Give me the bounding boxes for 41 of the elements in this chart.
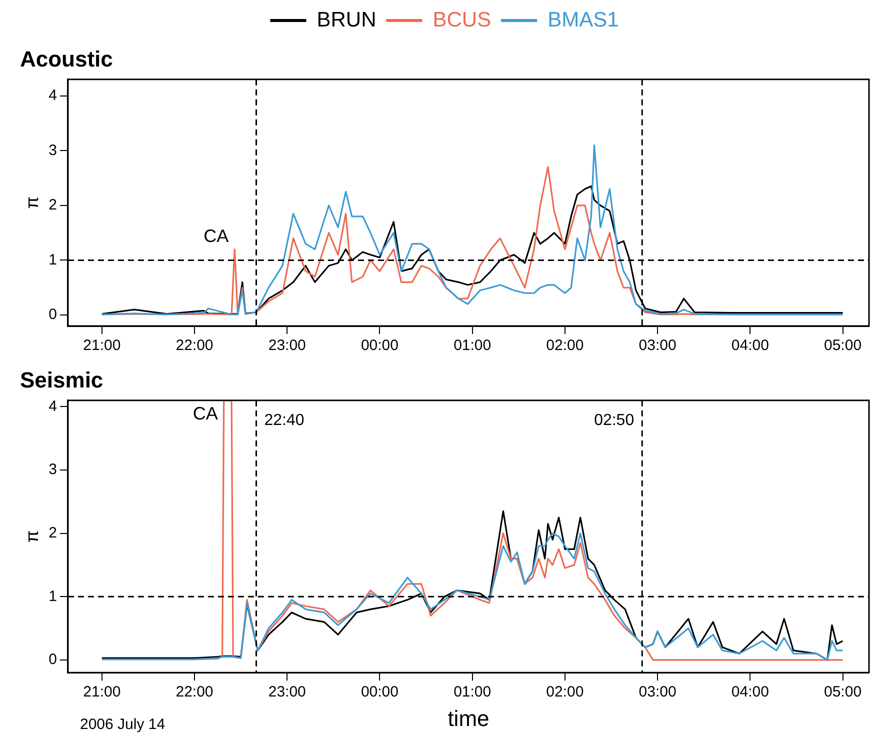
- x-tick-label: 05:00: [824, 337, 862, 354]
- y-axis-title: π: [22, 196, 42, 209]
- y-axis-title: π: [22, 530, 42, 543]
- x-tick-label: 03:00: [638, 337, 676, 354]
- ref-line-label: 02:50: [594, 412, 634, 429]
- y-tick-label: 1: [48, 588, 57, 605]
- annotation: CA: [204, 226, 229, 246]
- legend-label: BCUS: [432, 8, 492, 32]
- y-tick-label: 4: [48, 86, 57, 104]
- x-tick-label: 05:00: [824, 684, 862, 701]
- y-tick-label: 2: [48, 524, 57, 542]
- x-tick-label: 23:00: [268, 684, 306, 701]
- x-tick-label: 22:00: [176, 684, 214, 701]
- y-tick-label: 3: [48, 461, 57, 478]
- x-tick-label: 01:00: [454, 337, 492, 354]
- y-tick-label: 3: [48, 142, 57, 159]
- x-tick-label: 21:00: [83, 684, 121, 701]
- x-tick-label: 00:00: [360, 337, 398, 354]
- y-tick-label: 0: [48, 306, 57, 324]
- legend-label: BRUN: [316, 8, 376, 32]
- x-tick-label: 01:00: [454, 684, 492, 701]
- legend-label: BMAS1: [548, 8, 619, 32]
- x-tick-label: 02:00: [546, 337, 584, 354]
- chart-title: Acoustic: [20, 46, 113, 72]
- x-tick-label: 03:00: [638, 684, 676, 701]
- x-axis-title: time: [448, 706, 490, 731]
- annotation: CA: [192, 403, 218, 424]
- ref-line-label: 22:40: [264, 412, 304, 429]
- chart-title: Seismic: [20, 367, 104, 392]
- y-tick-label: 4: [48, 398, 57, 415]
- x-tick-label: 22:00: [176, 337, 214, 354]
- x-tick-label: 02:00: [546, 684, 584, 701]
- x-tick-label: 00:00: [360, 684, 398, 701]
- x-tick-label: 21:00: [83, 337, 121, 354]
- y-tick-label: 0: [48, 651, 57, 668]
- y-tick-label: 1: [48, 251, 57, 268]
- x-tick-label: 04:00: [731, 684, 769, 701]
- text: 2006 July 14: [80, 716, 166, 733]
- x-tick-label: 23:00: [268, 337, 306, 354]
- x-tick-label: 04:00: [731, 337, 769, 354]
- y-tick-label: 2: [48, 196, 57, 214]
